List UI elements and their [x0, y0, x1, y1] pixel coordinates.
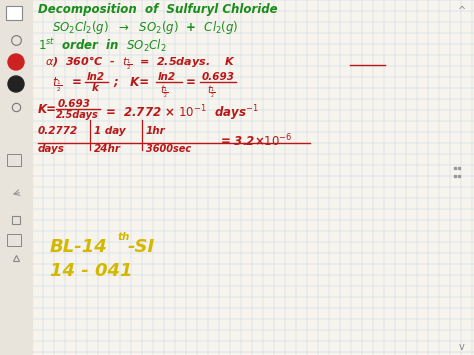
Text: $SO_2Cl_2(g)$  $\rightarrow$  $SO_2(g)$  +  $Cl_2(g)$: $SO_2Cl_2(g)$ $\rightarrow$ $SO_2(g)$ + … [52, 19, 238, 36]
Text: BL-14: BL-14 [50, 238, 108, 256]
Text: ln2: ln2 [87, 72, 105, 82]
Text: k: k [92, 83, 99, 93]
Text: ;   K=: ; K= [113, 76, 149, 89]
Text: -SI: -SI [128, 238, 155, 256]
Text: $\alpha$)  360°C  -  $t_{\frac{1}{2}}$  =  2.5days.    K: $\alpha$) 360°C - $t_{\frac{1}{2}}$ = 2.… [45, 54, 236, 72]
Text: $t_{\frac{1}{2}}$: $t_{\frac{1}{2}}$ [52, 76, 62, 94]
Text: 1 day: 1 day [94, 126, 126, 136]
Circle shape [8, 54, 24, 70]
FancyBboxPatch shape [6, 6, 22, 20]
Circle shape [8, 76, 24, 92]
Text: 0.693: 0.693 [58, 99, 91, 109]
Text: Decomposition  of  Sulfuryl Chloride: Decomposition of Sulfuryl Chloride [38, 3, 278, 16]
Text: $t_{\frac{1}{2}}$: $t_{\frac{1}{2}}$ [207, 83, 216, 99]
Text: 24hr: 24hr [94, 144, 121, 154]
Text: 14 - 041: 14 - 041 [50, 262, 133, 280]
Text: 2.5days: 2.5days [56, 110, 99, 120]
Text: 3600sec: 3600sec [146, 144, 191, 154]
Text: 0.693: 0.693 [202, 72, 235, 82]
Text: 1hr: 1hr [146, 126, 166, 136]
Text: $t_{\frac{1}{2}}$: $t_{\frac{1}{2}}$ [160, 83, 169, 99]
Text: th: th [118, 232, 130, 242]
Text: ^: ^ [458, 6, 466, 16]
Text: = 3.2×$10^{-6}$: = 3.2×$10^{-6}$ [220, 133, 292, 149]
Text: v: v [459, 342, 465, 352]
Text: $1^{st}$  order  in  $SO_2Cl_2$: $1^{st}$ order in $SO_2Cl_2$ [38, 36, 167, 54]
Text: 0.2772: 0.2772 [38, 126, 78, 136]
Text: =  2.772 × $10^{-1}$  days$^{-1}$: = 2.772 × $10^{-1}$ days$^{-1}$ [105, 103, 259, 122]
Text: days: days [38, 144, 65, 154]
Text: K=: K= [38, 103, 57, 116]
Text: =: = [186, 76, 196, 89]
Bar [0, 0, 32, 355]
Text: ln2: ln2 [158, 72, 176, 82]
Text: =: = [72, 76, 82, 89]
